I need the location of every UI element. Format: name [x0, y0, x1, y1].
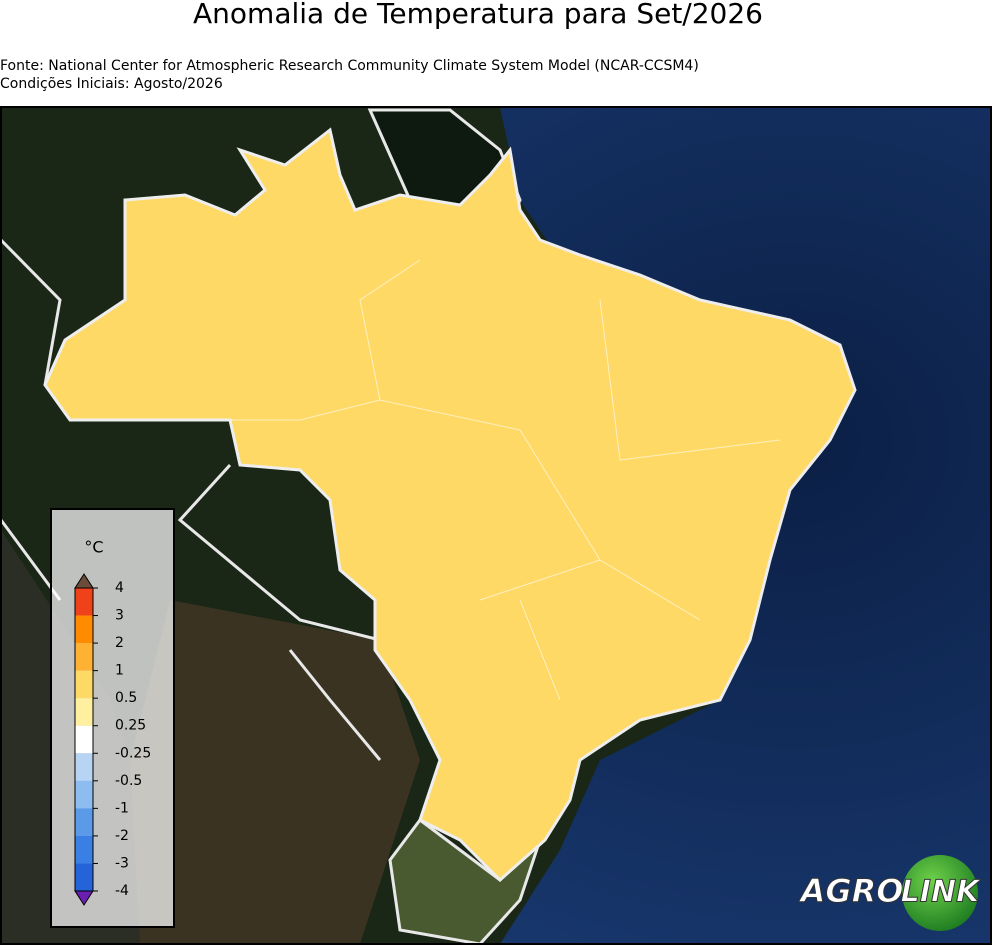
colorbar-tick-label: 1: [115, 663, 124, 679]
borders: [0, 238, 382, 761]
colorbar-tick-label: 4: [115, 580, 124, 596]
colorbar-segment: [75, 643, 93, 671]
state-borders: [230, 259, 781, 701]
legend-box: [50, 508, 175, 928]
colorbar-segment: [75, 863, 93, 891]
colorbar-segment: [75, 808, 93, 836]
source: Fonte: National Center for Atmospheric R…: [0, 58, 699, 74]
colorbar-tick-label: -2: [115, 828, 129, 844]
colorbar-tick-label: -3: [115, 855, 129, 871]
map: [0, 106, 992, 946]
colorbar-segment: [75, 725, 93, 754]
colorbar-tick-label: -0.5: [115, 773, 142, 789]
legend: °C 4 3 2 1 0.5 0.25 -0.25 -0.5 -1 -2 -3 -4: [50, 508, 175, 928]
logo: AGRO LINK: [797, 855, 983, 931]
colorbar-segment: [75, 588, 93, 616]
colorbar-segment: [75, 615, 93, 644]
colorbar-tick-label: -1: [115, 800, 129, 816]
map-frame: [0, 106, 992, 945]
title: Anomalia de Temperatura para Set/2026: [193, 0, 763, 30]
colorbar-segment: [75, 835, 93, 864]
logo-ball: [902, 855, 978, 931]
colorbar-tick-label: -0.25: [115, 745, 151, 761]
logo-right: LINK: [901, 875, 982, 910]
colorbar-segment: [75, 780, 93, 809]
colorbar-segment: [75, 670, 93, 699]
colorbar-segment: [75, 698, 93, 726]
initial-conditions: Condições Iniciais: Agosto/2026: [0, 76, 223, 92]
colorbar-tick-label: 2: [115, 635, 124, 651]
south-land: [130, 600, 420, 944]
colorbar-segment: [75, 753, 93, 781]
colorbar-tick-label: 0.25: [115, 718, 146, 734]
colorbar-tick-label: 0.5: [115, 690, 137, 706]
legend-unit: °C: [84, 538, 103, 557]
logo-left: AGRO: [798, 872, 904, 910]
colorbar-tick-label: 3: [115, 608, 124, 624]
colorbar-outline: [74, 587, 94, 892]
colorbar-tick-label: -4: [115, 883, 129, 899]
